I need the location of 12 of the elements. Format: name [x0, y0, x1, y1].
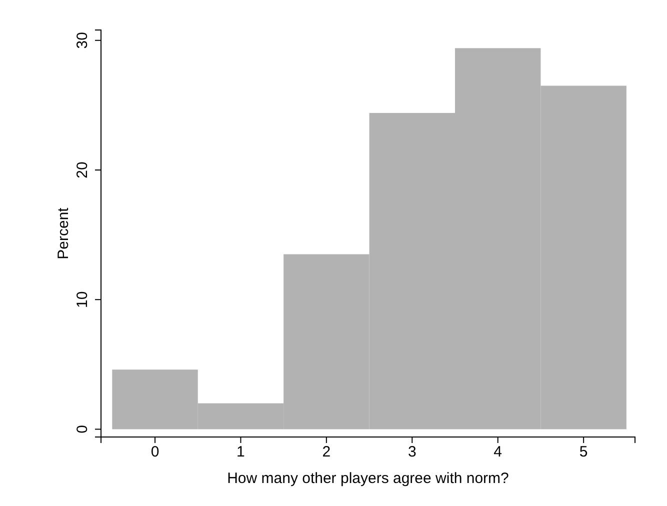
- x-tick-label: 1: [236, 444, 245, 461]
- y-tick-label: 10: [74, 291, 91, 308]
- x-tick-label: 3: [408, 444, 416, 461]
- x-tick-label: 2: [322, 444, 331, 461]
- x-tick-label: 4: [494, 444, 502, 461]
- y-tick-label: 20: [74, 162, 91, 178]
- x-axis-title: How many other players agree with norm?: [227, 470, 509, 487]
- y-tick-label: 30: [74, 32, 91, 49]
- y-tick-label: 0: [74, 425, 91, 434]
- x-tick-label: 5: [579, 444, 588, 461]
- x-tick-label: 0: [150, 444, 160, 461]
- y-axis-title: Percent: [55, 206, 72, 260]
